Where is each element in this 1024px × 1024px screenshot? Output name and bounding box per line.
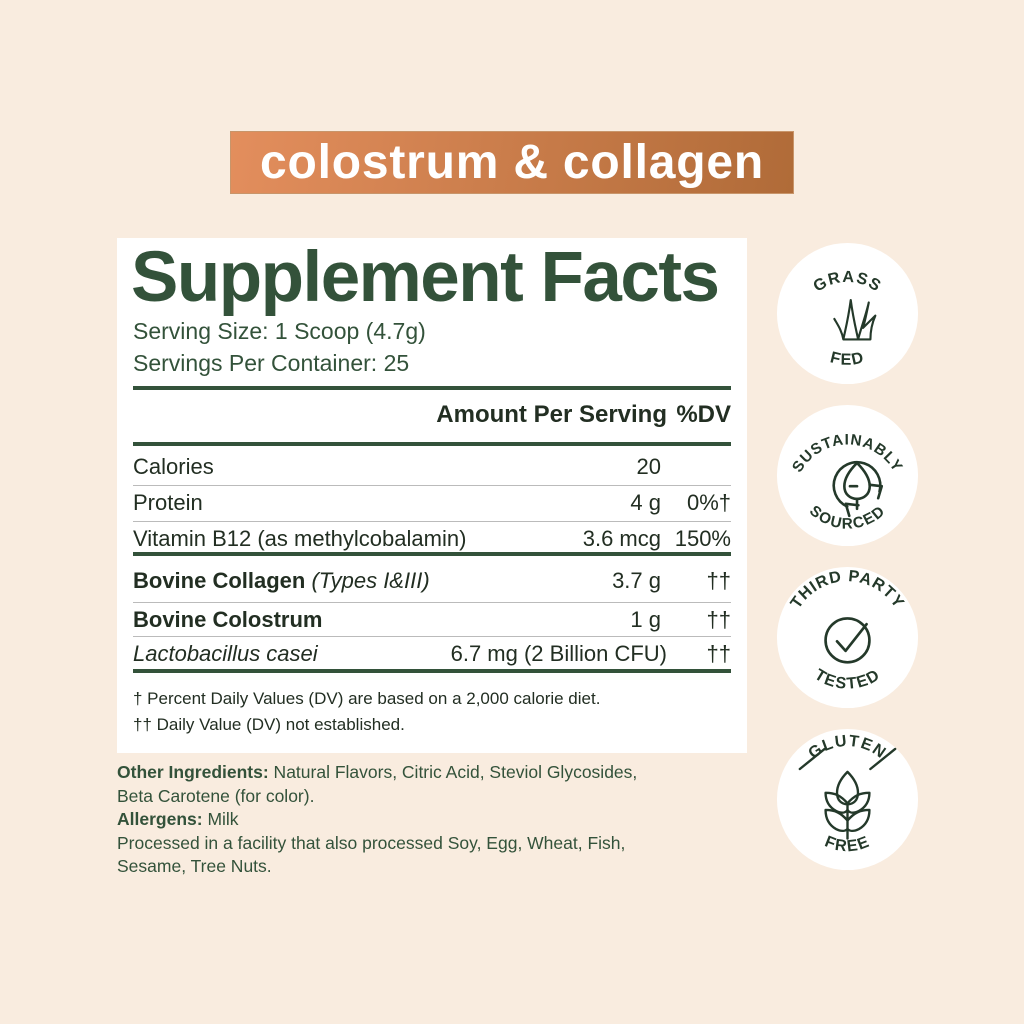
svg-text:FED: FED: [828, 348, 866, 369]
